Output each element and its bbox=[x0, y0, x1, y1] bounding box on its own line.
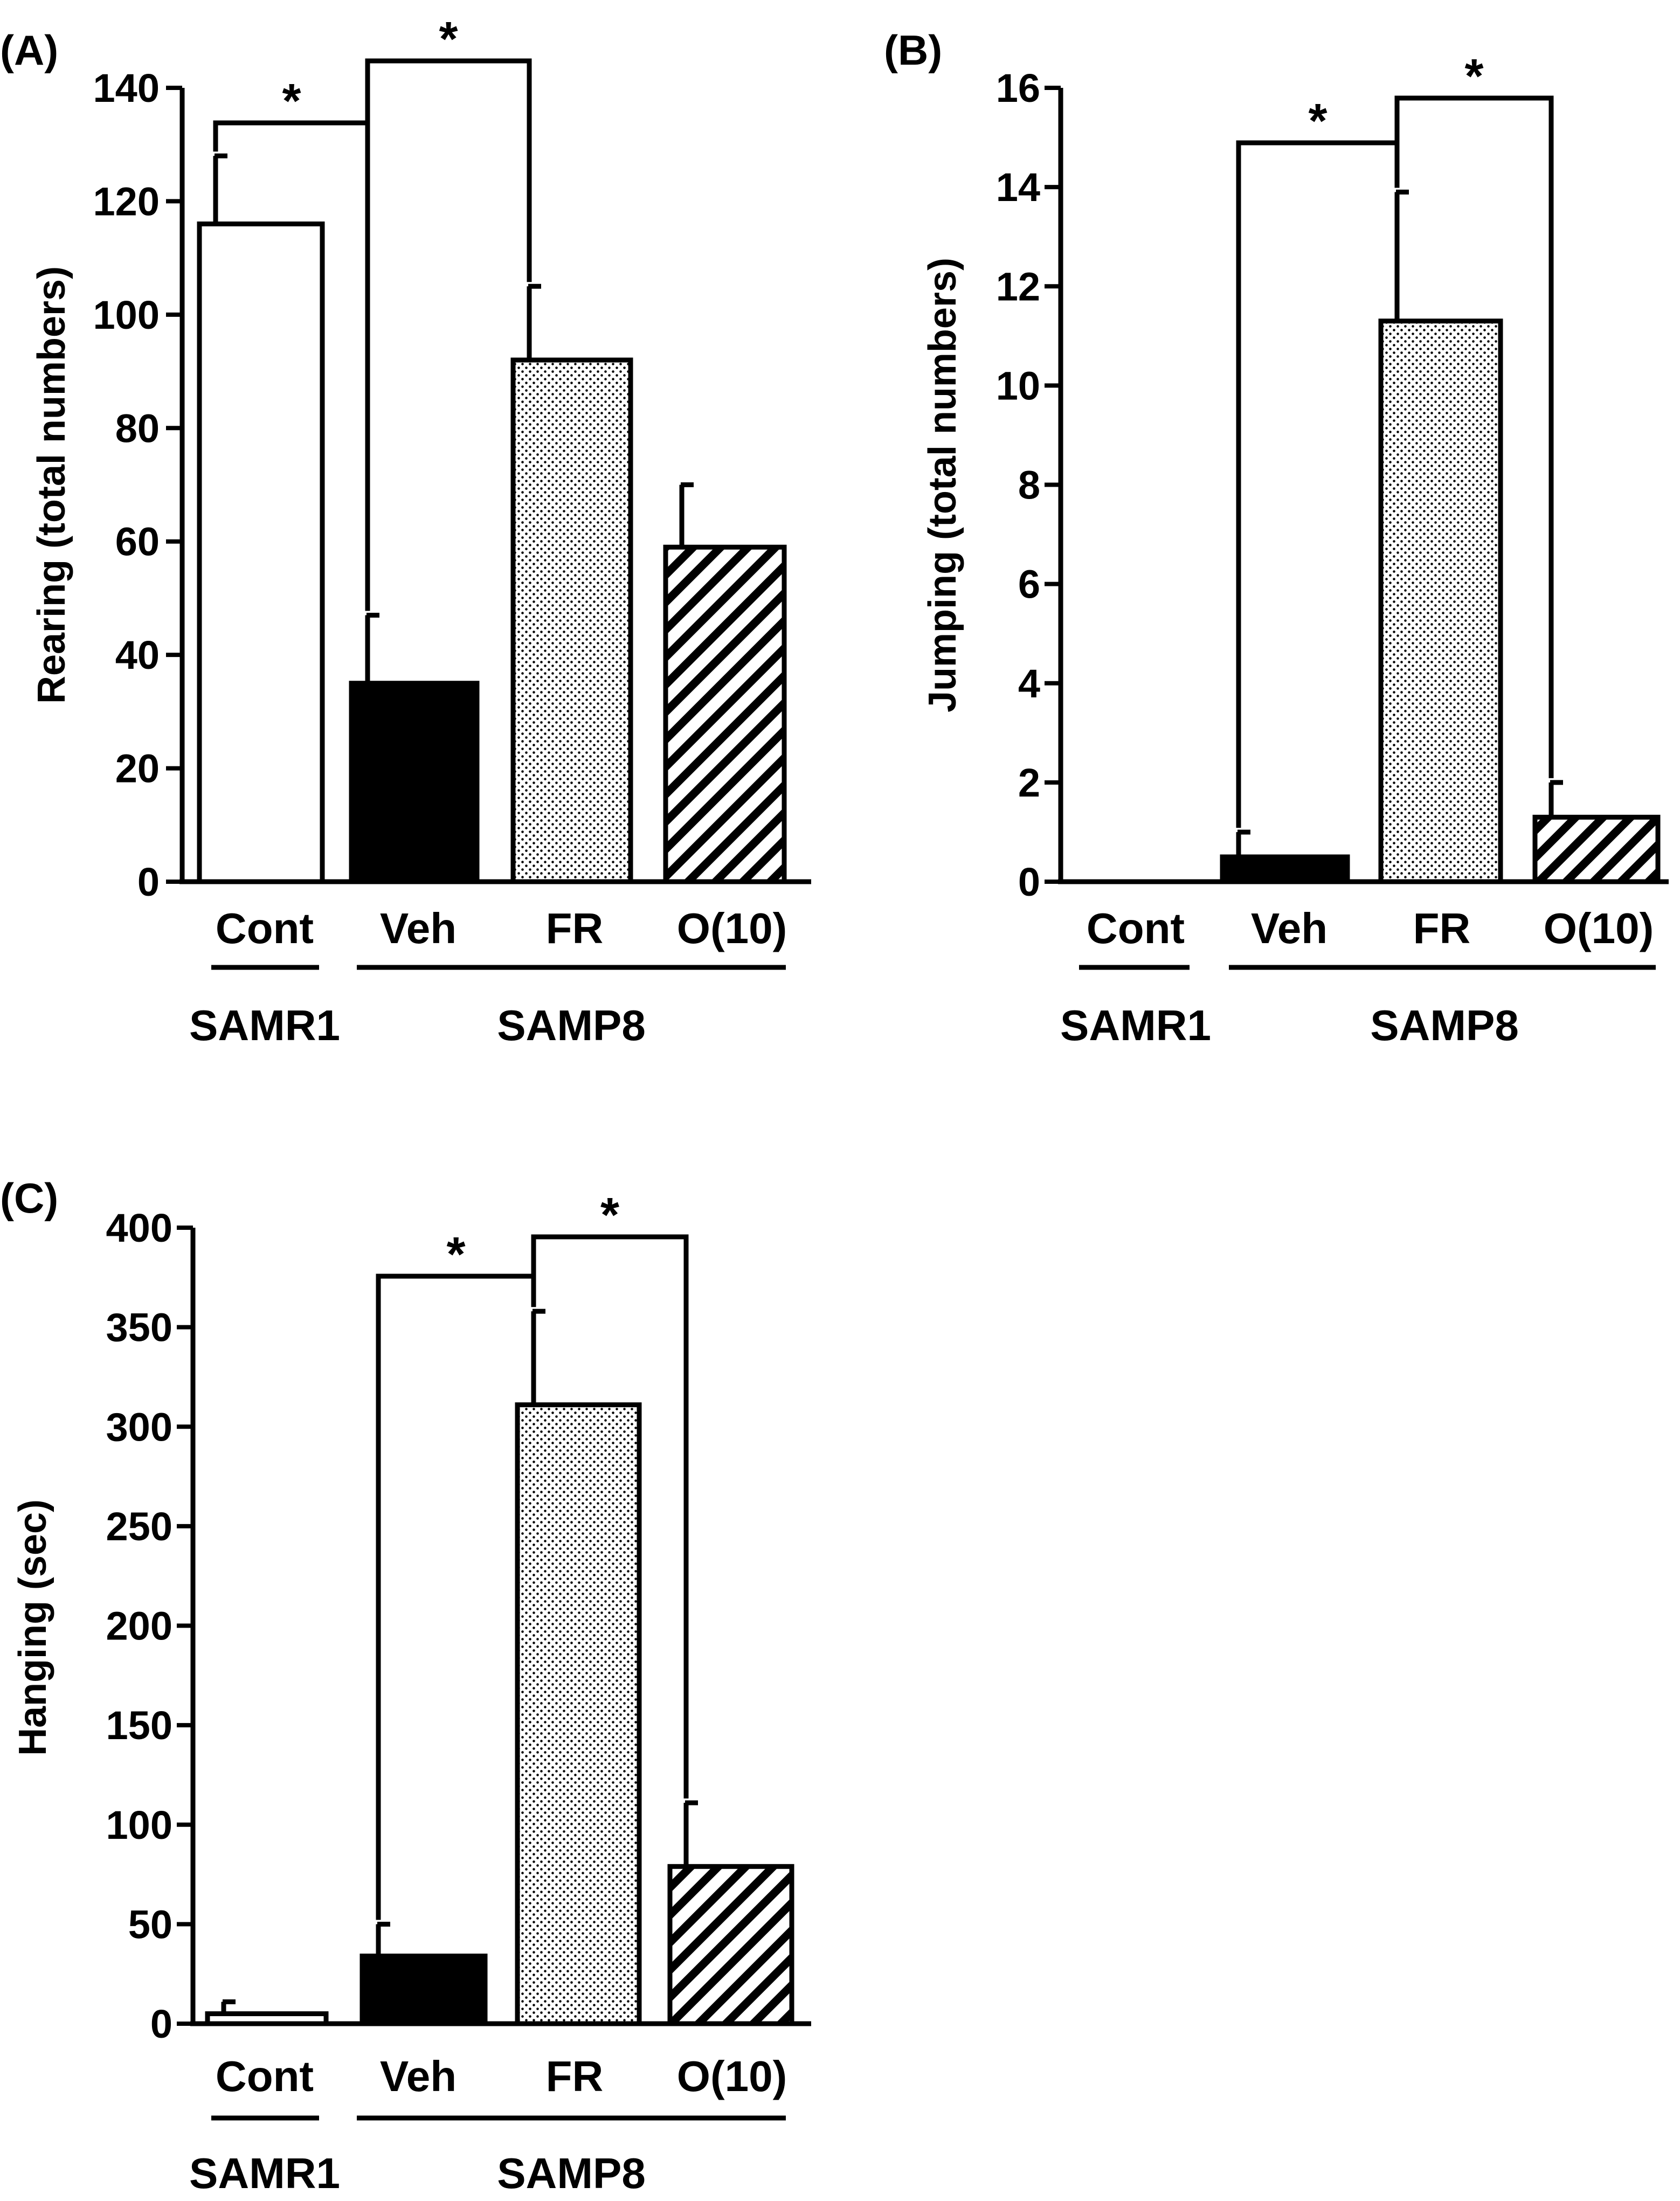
group-label: SAMP8 bbox=[1370, 1001, 1519, 1049]
y-tick-label: 50 bbox=[128, 1902, 172, 1947]
y-tick-label: 40 bbox=[115, 633, 160, 677]
group-brackets: SAMR1 SAMP8 bbox=[189, 965, 786, 1049]
axes bbox=[179, 88, 811, 884]
panel-label: (B) bbox=[884, 26, 942, 74]
y-tick-label: 0 bbox=[1018, 860, 1040, 904]
axes bbox=[1058, 88, 1669, 884]
category-label: O(10) bbox=[1544, 904, 1654, 952]
y-tick-label: 4 bbox=[1018, 661, 1040, 706]
bars bbox=[205, 1309, 794, 2026]
y-tick-label: 350 bbox=[106, 1305, 172, 1350]
category-label: FR bbox=[546, 2052, 604, 2100]
panel-label: (A) bbox=[0, 26, 58, 74]
category-label: Veh bbox=[380, 2052, 457, 2100]
category-label: FR bbox=[1413, 904, 1471, 952]
group-brackets: SAMR1 SAMP8 bbox=[189, 2115, 786, 2197]
group-label: SAMR1 bbox=[189, 1001, 340, 1049]
y-tick-label: 60 bbox=[115, 520, 160, 564]
y-tick-label: 0 bbox=[150, 2002, 172, 2046]
group-label: SAMR1 bbox=[1060, 1001, 1211, 1049]
category-label: Veh bbox=[1251, 904, 1328, 952]
y-tick-label: 140 bbox=[93, 66, 160, 110]
group-label: SAMP8 bbox=[497, 1001, 646, 1049]
bar bbox=[359, 1953, 488, 2026]
y-ticks: 0 50 100 150 200 250 300 350 400 bbox=[106, 1206, 193, 2046]
significance-bracket bbox=[365, 58, 532, 611]
panel-b: (B) Jumping (total numbers) 0 2 4 6 8 10 12 14 1… bbox=[884, 26, 1669, 1049]
category-label: Cont bbox=[216, 2052, 314, 2100]
bar bbox=[510, 357, 633, 884]
category-label: O(10) bbox=[677, 2052, 787, 2100]
panel-a: (A) Rearing (total numbers) 0 20 40 60 80 100… bbox=[0, 12, 811, 1049]
y-tick-label: 120 bbox=[93, 179, 160, 224]
category-labels: Cont Veh FR O(10) bbox=[1087, 904, 1654, 952]
significance-bracket bbox=[376, 1273, 536, 1920]
significance-brackets: ** bbox=[376, 1188, 689, 1920]
y-tick-label: 250 bbox=[106, 1504, 172, 1549]
panel-c: (C) Hanging (sec) 0 50 100 150 200 250 300 350 4… bbox=[0, 1174, 811, 2197]
category-label: Veh bbox=[380, 904, 457, 952]
significance-star: * bbox=[446, 1228, 465, 1282]
bars bbox=[197, 153, 787, 884]
significance-star: * bbox=[439, 12, 458, 66]
significance-star: * bbox=[1308, 94, 1327, 148]
significance-star: * bbox=[1464, 50, 1483, 103]
axes bbox=[190, 1228, 811, 2026]
y-ticks: 0 20 40 60 80 100 120 140 bbox=[93, 66, 182, 904]
bar bbox=[667, 1864, 794, 2026]
significance-bracket bbox=[531, 1234, 689, 1799]
y-tick-label: 6 bbox=[1018, 562, 1040, 607]
significance-bracket bbox=[1394, 95, 1554, 778]
group-label: SAMP8 bbox=[497, 2149, 646, 2197]
significance-bracket bbox=[1236, 140, 1400, 828]
bar bbox=[1220, 854, 1350, 884]
significance-star: * bbox=[600, 1188, 619, 1242]
y-tick-label: 400 bbox=[106, 1206, 172, 1250]
y-tick-label: 80 bbox=[115, 406, 160, 451]
bars bbox=[1220, 189, 1661, 884]
category-labels: Cont Veh FR O(10) bbox=[216, 904, 787, 952]
y-tick-label: 10 bbox=[996, 363, 1040, 408]
category-label: O(10) bbox=[677, 904, 787, 952]
y-ticks: 0 2 4 6 8 10 12 14 16 bbox=[996, 66, 1061, 904]
panel-label: (C) bbox=[0, 1174, 58, 1222]
y-tick-label: 0 bbox=[137, 860, 160, 904]
bar bbox=[197, 222, 325, 884]
y-tick-label: 100 bbox=[106, 1803, 172, 1847]
y-tick-label: 100 bbox=[93, 293, 160, 337]
significance-star: * bbox=[282, 74, 301, 128]
y-tick-label: 200 bbox=[106, 1604, 172, 1649]
y-axis-label: Rearing (total numbers) bbox=[30, 266, 73, 704]
bar bbox=[1532, 814, 1661, 884]
category-labels: Cont Veh FR O(10) bbox=[216, 2052, 787, 2100]
y-tick-label: 14 bbox=[996, 165, 1040, 210]
y-tick-label: 12 bbox=[996, 264, 1040, 309]
significance-brackets: ** bbox=[213, 12, 532, 611]
y-tick-label: 150 bbox=[106, 1703, 172, 1748]
y-axis-label: Hanging (sec) bbox=[11, 1499, 54, 1756]
y-tick-label: 2 bbox=[1018, 760, 1040, 805]
bar bbox=[349, 681, 480, 884]
y-axis-label: Jumping (total numbers) bbox=[921, 258, 964, 712]
y-tick-label: 16 bbox=[996, 66, 1040, 110]
category-label: Cont bbox=[216, 904, 314, 952]
bar bbox=[663, 544, 787, 884]
bar bbox=[515, 1402, 642, 2026]
group-label: SAMR1 bbox=[189, 2149, 340, 2197]
y-tick-label: 300 bbox=[106, 1404, 172, 1449]
y-tick-label: 20 bbox=[115, 746, 160, 791]
bar bbox=[1378, 319, 1503, 884]
category-label: FR bbox=[546, 904, 604, 952]
y-tick-label: 8 bbox=[1018, 463, 1040, 508]
category-label: Cont bbox=[1087, 904, 1185, 952]
significance-brackets: ** bbox=[1236, 50, 1554, 828]
group-brackets: SAMR1 SAMP8 bbox=[1060, 965, 1656, 1049]
